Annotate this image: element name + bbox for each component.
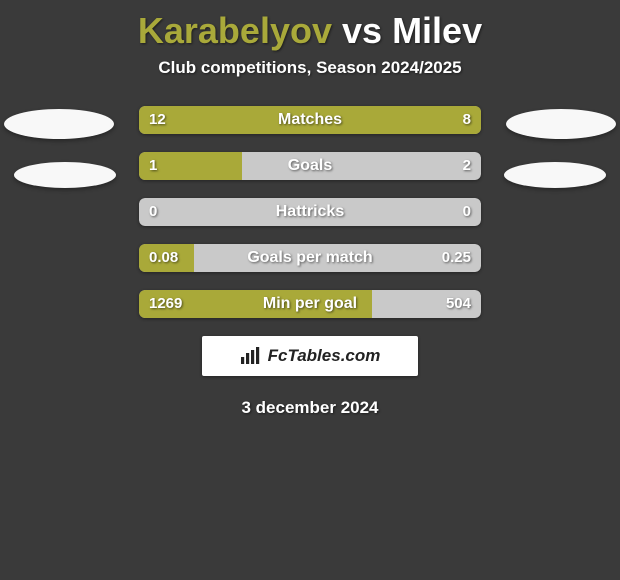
bar-value-right: 0 — [463, 198, 471, 226]
logo-text: FcTables.com — [268, 346, 381, 366]
player2-name: Milev — [392, 10, 482, 51]
stat-bar: 0.08Goals per match0.25 — [139, 244, 481, 272]
stat-bar: 1Goals2 — [139, 152, 481, 180]
player1-name: Karabelyov — [138, 10, 332, 51]
bar-label: Goals per match — [139, 244, 481, 272]
bar-value-right: 8 — [463, 106, 471, 134]
date-text: 3 december 2024 — [0, 398, 620, 418]
page-title: Karabelyov vs Milev — [0, 0, 620, 58]
bar-label: Matches — [139, 106, 481, 134]
bar-value-right: 504 — [446, 290, 471, 318]
bar-value-right: 2 — [463, 152, 471, 180]
chart-icon — [240, 347, 262, 365]
bar-value-right: 0.25 — [442, 244, 471, 272]
bar-label: Hattricks — [139, 198, 481, 226]
bar-label: Min per goal — [139, 290, 481, 318]
player1-badge-bot — [14, 162, 116, 188]
comparison-chart: 12Matches8 1Goals2 0Hattricks0 0.08Goals pe… — [0, 106, 620, 418]
bars-container: 12Matches8 1Goals2 0Hattricks0 0.08Goals pe… — [139, 106, 481, 318]
player1-badge-top — [4, 109, 114, 139]
player2-badge-bot — [504, 162, 606, 188]
logo-box: FcTables.com — [202, 336, 418, 376]
subtitle: Club competitions, Season 2024/2025 — [0, 58, 620, 106]
stat-bar: 12Matches8 — [139, 106, 481, 134]
stat-bar: 0Hattricks0 — [139, 198, 481, 226]
vs-text: vs — [342, 10, 382, 51]
player2-badge-top — [506, 109, 616, 139]
stat-bar: 1269Min per goal504 — [139, 290, 481, 318]
bar-label: Goals — [139, 152, 481, 180]
